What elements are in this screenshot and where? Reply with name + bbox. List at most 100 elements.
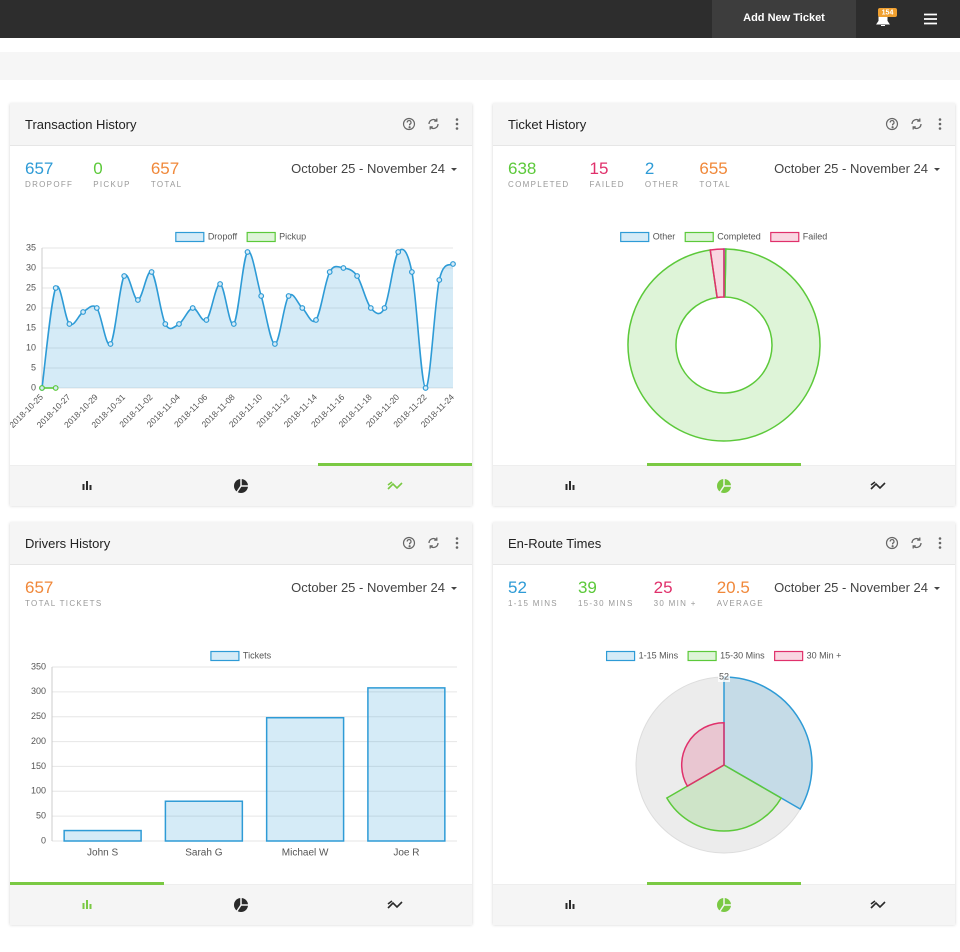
chart: Dropoff Pickup051015202530352018-10-25201…: [10, 231, 456, 429]
legend-swatch: [620, 231, 650, 243]
tab-icon: [387, 481, 403, 490]
stat-label: DROPOFF: [25, 180, 74, 189]
sector: [665, 764, 783, 832]
more-icon[interactable]: [938, 537, 942, 549]
stat-value: 15: [589, 159, 609, 178]
stat-label: AVERAGE: [716, 599, 764, 608]
point: [162, 321, 169, 327]
y-tick-label: 15: [26, 322, 36, 332]
x-tick-label: Joe R: [393, 848, 419, 859]
menu-icon[interactable]: [922, 10, 940, 28]
point: [203, 317, 210, 323]
more-icon[interactable]: [455, 118, 459, 130]
point: [66, 321, 73, 327]
help-icon[interactable]: [885, 536, 899, 550]
point: [230, 321, 237, 327]
more-icon[interactable]: [938, 118, 942, 130]
point: [148, 269, 155, 275]
stat-value: 638: [508, 159, 537, 178]
legend-swatch: [684, 231, 714, 243]
chart-tab[interactable]: [164, 882, 318, 925]
panel: Drivers History 657 TOTAL TICKETS October …: [10, 522, 472, 925]
sector: [723, 676, 813, 811]
chart-tab[interactable]: [318, 463, 472, 506]
y-tick-label: 20: [26, 302, 36, 312]
refresh-icon[interactable]: [911, 537, 922, 549]
legend-label: Pickup: [279, 231, 306, 241]
stat-value: 655: [699, 159, 728, 178]
stat: 657 TOTAL TICKETS: [25, 578, 103, 608]
x-tick-label: John S: [87, 848, 118, 859]
y-tick-label: 0: [31, 382, 36, 392]
stat-value: 39: [577, 578, 597, 597]
refresh-icon[interactable]: [911, 118, 922, 130]
point: [340, 265, 347, 271]
segment: [709, 248, 725, 299]
panel-header: Drivers History: [10, 522, 472, 565]
tab-icon: [387, 900, 403, 909]
tab-icon: [717, 479, 731, 493]
help-icon[interactable]: [402, 536, 416, 550]
refresh-icon[interactable]: [428, 118, 439, 130]
chart-tab[interactable]: [318, 882, 472, 925]
tab-icon: [870, 481, 886, 490]
help-icon[interactable]: [402, 117, 416, 131]
chart-tab[interactable]: [647, 463, 801, 506]
sector: [680, 721, 725, 788]
point: [52, 285, 59, 291]
point: [409, 269, 415, 275]
more-icon[interactable]: [455, 537, 459, 549]
tab-icon: [82, 481, 92, 490]
point: [354, 273, 361, 279]
panel-header: Transaction History: [10, 103, 472, 146]
legend-label: Other: [653, 231, 676, 241]
stat-label: COMPLETED: [508, 180, 570, 189]
refresh-icon[interactable]: [428, 537, 439, 549]
chart-tab[interactable]: [10, 463, 164, 506]
notifications[interactable]: 154: [870, 6, 902, 30]
toolbar-strip: [0, 52, 960, 80]
y-tick-label: 150: [31, 761, 46, 771]
panel: Ticket History 638 COMPLETED 15 FAILED 2 OTHE…: [493, 103, 955, 506]
chart-tab[interactable]: [493, 882, 647, 925]
panel-title: Drivers History: [25, 536, 111, 551]
stat: 15 FAILED: [590, 159, 625, 189]
legend-swatch: [175, 231, 205, 243]
help-icon[interactable]: [885, 117, 899, 131]
y-tick-label: 350: [31, 661, 46, 671]
panel-actions: [402, 117, 459, 131]
point: [299, 305, 306, 311]
y-tick-label: 25: [26, 282, 36, 292]
chart-tab[interactable]: [10, 882, 164, 925]
segment: [627, 248, 821, 442]
badge-count: 154: [882, 10, 894, 17]
y-tick-label: 250: [31, 711, 46, 721]
chart-tab[interactable]: [801, 463, 955, 506]
chart-tab[interactable]: [647, 882, 801, 925]
stats: 657 DROPOFF 0 PICKUP 657 TOTAL: [25, 159, 202, 189]
add-ticket-button[interactable]: Add New Ticket: [712, 0, 856, 38]
tab-icon: [717, 898, 731, 912]
panel-header: Ticket History: [493, 103, 955, 146]
stat-label: FAILED: [589, 180, 625, 189]
panel-actions: [402, 536, 459, 550]
legend-label: Failed: [803, 231, 828, 241]
point: [272, 341, 278, 347]
stat: 638 COMPLETED: [508, 159, 570, 189]
point: [80, 309, 86, 315]
tab-icon: [234, 898, 248, 912]
chart-tab[interactable]: [164, 463, 318, 506]
chart-tab[interactable]: [801, 882, 955, 925]
point: [285, 293, 292, 299]
stat-value: 52: [508, 578, 527, 597]
point: [313, 317, 319, 323]
stat: 0 PICKUP: [93, 159, 131, 189]
point: [436, 277, 443, 283]
chart-tab[interactable]: [493, 463, 647, 506]
stat-label: 30 MIN +: [653, 599, 697, 608]
tick-backdrop: [718, 672, 730, 682]
stat: 52 1-15 MINS: [508, 578, 558, 608]
legend-label: Completed: [717, 231, 761, 241]
point: [450, 261, 456, 267]
y-tick-label: 30: [26, 262, 36, 272]
